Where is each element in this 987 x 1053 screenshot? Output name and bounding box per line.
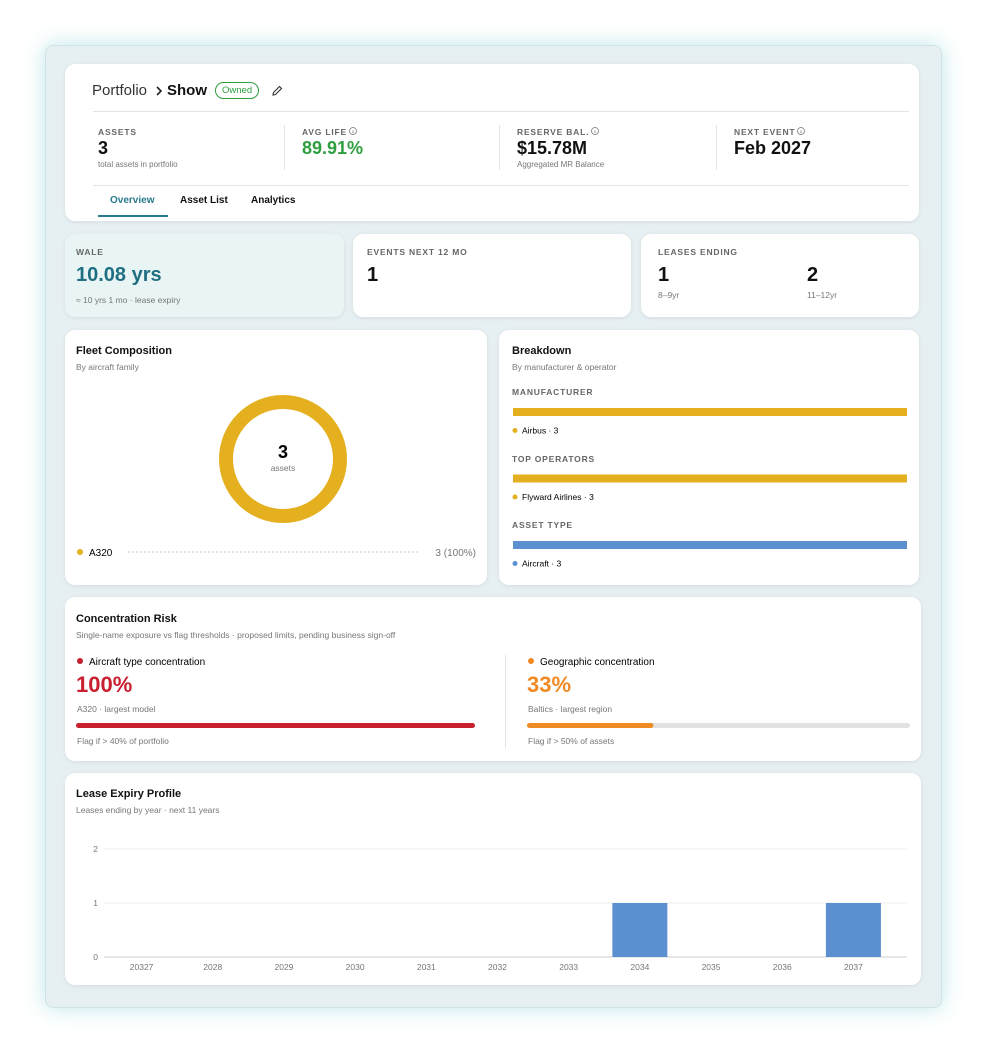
kpi-value: 2 bbox=[807, 264, 819, 286]
kpi-note: 8–9yr bbox=[658, 290, 680, 300]
concentration-card bbox=[65, 597, 921, 761]
kpi-label: LEASES ENDING bbox=[658, 247, 738, 257]
chevron bbox=[156, 86, 163, 96]
events-card bbox=[353, 234, 631, 317]
panel-value: 33% bbox=[527, 672, 572, 697]
kpi-value: 1 bbox=[658, 264, 670, 286]
panel-note: A320 · largest model bbox=[77, 704, 156, 714]
stat-label: ASSETS bbox=[98, 127, 137, 137]
card-title: Concentration Risk bbox=[76, 613, 177, 625]
card-title: Lease Expiry Profile bbox=[76, 788, 182, 800]
stat-value: 3 bbox=[98, 138, 109, 158]
breadcrumb: Portfolio bbox=[92, 82, 148, 99]
kpi-label: WALE bbox=[76, 247, 104, 257]
panel-flag: Flag if > 50% of assets bbox=[528, 736, 615, 746]
card-title: Fleet Composition bbox=[76, 345, 172, 357]
stat-label: RESERVE BAL. bbox=[517, 127, 590, 137]
card-subtitle: By manufacturer & operator bbox=[512, 362, 617, 372]
leases-card bbox=[641, 234, 919, 317]
tab[interactable]: Overview bbox=[110, 195, 155, 206]
kpi-note: 11–12yr bbox=[807, 290, 838, 300]
kpi-value: 1 bbox=[367, 264, 379, 286]
group-heading: ASSET TYPE bbox=[512, 520, 573, 530]
card-subtitle: By aircraft family bbox=[76, 362, 139, 372]
stat-value: 89.91% bbox=[302, 138, 364, 158]
divider bbox=[505, 655, 506, 748]
badge: Owned bbox=[215, 82, 260, 99]
stat-value: $15.78M bbox=[517, 138, 588, 158]
card-subtitle: Leases ending by year · next 11 years bbox=[76, 805, 220, 815]
group-heading: TOP OPERATORS bbox=[512, 453, 595, 464]
header-card bbox=[65, 64, 919, 221]
divider bbox=[284, 125, 285, 170]
divider bbox=[93, 185, 909, 186]
tab-underline bbox=[98, 215, 168, 217]
panel-flag: Flag if > 40% of portfolio bbox=[77, 736, 169, 746]
lease-card bbox=[65, 773, 921, 985]
panel-value: 100% bbox=[76, 672, 133, 697]
divider bbox=[716, 125, 717, 170]
stat-value: Feb 2027 bbox=[734, 138, 812, 158]
stat-note: Aggregated MR Balance bbox=[517, 160, 605, 169]
edit-icon[interactable] bbox=[270, 84, 284, 98]
kpi-label: EVENTS NEXT 12 MO bbox=[367, 247, 468, 257]
divider bbox=[499, 125, 500, 170]
kpi-value: 10.08 yrs bbox=[76, 264, 162, 286]
wale-card bbox=[65, 234, 344, 317]
group-heading: MANUFACTURER bbox=[512, 387, 594, 397]
stat-note: total assets in portfolio bbox=[98, 160, 178, 169]
breadcrumb-current: Show bbox=[167, 82, 207, 99]
kpi-note: ≈ 10 yrs 1 mo · lease expiry bbox=[76, 295, 181, 305]
tab[interactable]: Asset List bbox=[180, 195, 228, 206]
tab[interactable]: Analytics bbox=[251, 195, 296, 206]
card-title: Breakdown bbox=[512, 345, 572, 357]
card-subtitle: Single-name exposure vs flag thresholds … bbox=[76, 630, 396, 640]
divider bbox=[93, 111, 909, 112]
stat-label: AVG LIFE bbox=[302, 127, 347, 137]
panel-note: Baltics · largest region bbox=[528, 704, 613, 714]
stat-label: NEXT EVENT bbox=[734, 127, 796, 137]
